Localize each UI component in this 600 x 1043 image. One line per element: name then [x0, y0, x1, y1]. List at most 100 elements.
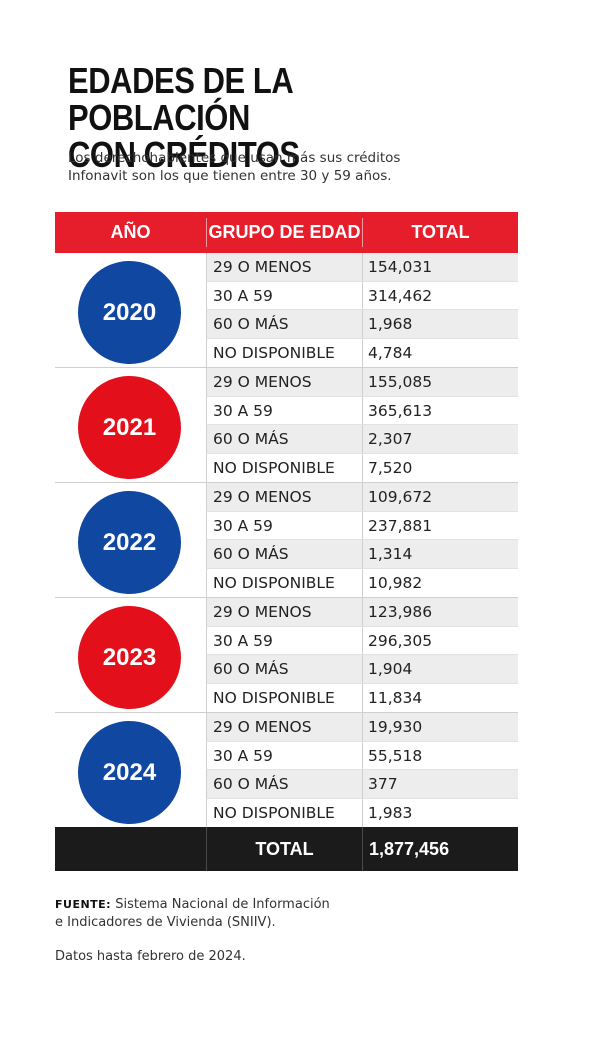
- age-group-value: 1,983: [368, 803, 413, 822]
- table-row: 30 A 59 237,881: [206, 511, 518, 540]
- column-divider: [362, 798, 363, 827]
- age-group-label: 29 O MENOS: [213, 718, 312, 736]
- table-total-row: TOTAL 1,877,456: [55, 827, 518, 871]
- age-group-value: 377: [368, 775, 398, 793]
- age-group-value: 237,881: [368, 516, 433, 535]
- table-row: 29 O MENOS 19,930: [206, 713, 518, 742]
- age-group-label: 30 A 59: [213, 631, 273, 650]
- age-group-label: 30 A 59: [213, 401, 273, 420]
- total-divider: [362, 827, 363, 871]
- age-group-label: 60 O MÁS: [213, 315, 289, 333]
- source-note: FUENTE: Sistema Nacional de Información …: [55, 896, 355, 932]
- title-line-2: CON CRÉDITOS: [68, 134, 300, 175]
- table-row: NO DISPONIBLE 7,520: [206, 453, 518, 482]
- year-group-2024: 2024 29 O MENOS 19,930 30 A 59 55,518 60 O MÁ…: [55, 712, 518, 827]
- age-group-value: 11,834: [368, 688, 423, 707]
- column-header-age-group: GRUPO DE EDAD: [208, 222, 361, 242]
- column-divider: [362, 568, 363, 597]
- age-group-value: 365,613: [368, 401, 433, 420]
- total-divider: [206, 827, 207, 871]
- age-group-value: 109,672: [368, 488, 433, 506]
- age-group-label: NO DISPONIBLE: [213, 688, 335, 707]
- year-group-2021: 2021 29 O MENOS 155,085 30 A 59 365,613 60 O …: [55, 367, 518, 482]
- title-line-1: EDADES DE LA POBLACIÓN: [68, 60, 293, 138]
- subtitle-line-1: Los derechohabientes que usan más sus cr…: [68, 150, 401, 166]
- column-divider: [362, 770, 363, 798]
- table-row: 29 O MENOS 154,031: [206, 253, 518, 282]
- table-row: NO DISPONIBLE 10,982: [206, 568, 518, 597]
- age-group-value: 296,305: [368, 631, 433, 650]
- age-group-value: 19,930: [368, 718, 423, 736]
- column-divider: [362, 310, 363, 338]
- table-row: 60 O MÁS 377: [206, 770, 518, 799]
- column-divider: [362, 683, 363, 712]
- age-group-label: 29 O MENOS: [213, 258, 312, 276]
- column-divider: [362, 741, 363, 769]
- column-divider: [362, 368, 363, 396]
- year-badge: 2023: [78, 606, 181, 709]
- age-group-label: 60 O MÁS: [213, 430, 289, 448]
- column-divider: [362, 425, 363, 453]
- table-row: NO DISPONIBLE 1,983: [206, 798, 518, 827]
- age-group-rows: 29 O MENOS 155,085 30 A 59 365,613 60 O MÁS 2…: [206, 368, 518, 482]
- chart-subtitle: Los derechohabientes que usan más sus cr…: [68, 149, 448, 185]
- age-group-label: NO DISPONIBLE: [213, 343, 335, 362]
- age-group-label: 60 O MÁS: [213, 660, 289, 678]
- column-divider: [362, 483, 363, 511]
- column-divider: [362, 540, 363, 568]
- source-label: FUENTE:: [55, 898, 112, 911]
- column-header-total: TOTAL: [411, 222, 470, 242]
- table-row: 29 O MENOS 155,085: [206, 368, 518, 397]
- age-group-value: 314,462: [368, 286, 433, 305]
- table-header: AÑO GRUPO DE EDAD TOTAL: [55, 212, 518, 253]
- year-group-2022: 2022 29 O MENOS 109,672 30 A 59 237,881 60 O …: [55, 482, 518, 597]
- age-group-value: 7,520: [368, 458, 413, 477]
- source-text-line-2: e Indicadores de Vivienda (SNIIV).: [55, 915, 276, 930]
- year-group-2020: 2020 29 O MENOS 154,031 30 A 59 314,462 60 O …: [55, 253, 518, 367]
- year-badge: 2020: [78, 261, 181, 364]
- column-divider: [362, 253, 363, 281]
- age-group-value: 2,307: [368, 430, 413, 448]
- total-value: 1,877,456: [369, 839, 450, 859]
- header-divider: [206, 218, 207, 247]
- data-table: AÑO GRUPO DE EDAD TOTAL 2020 29 O MENOS 15…: [55, 212, 518, 871]
- year-badge: 2022: [78, 491, 181, 594]
- age-group-value: 123,986: [368, 603, 433, 621]
- column-divider: [362, 626, 363, 654]
- table-row: 29 O MENOS 123,986: [206, 598, 518, 627]
- age-group-value: 154,031: [368, 258, 433, 276]
- age-group-rows: 29 O MENOS 19,930 30 A 59 55,518 60 O MÁS 377…: [206, 713, 518, 827]
- total-label: TOTAL: [255, 839, 314, 859]
- age-group-value: 1,904: [368, 660, 413, 678]
- table-row: NO DISPONIBLE 11,834: [206, 683, 518, 712]
- table-body: 2020 29 O MENOS 154,031 30 A 59 314,462 60 O …: [55, 253, 518, 827]
- age-group-value: 155,085: [368, 373, 433, 391]
- table-row: 29 O MENOS 109,672: [206, 483, 518, 512]
- header-divider: [362, 218, 363, 247]
- age-group-label: NO DISPONIBLE: [213, 803, 335, 822]
- age-group-label: 29 O MENOS: [213, 603, 312, 621]
- column-divider: [362, 511, 363, 539]
- year-badge: 2024: [78, 721, 181, 824]
- column-divider: [362, 655, 363, 683]
- column-divider: [362, 338, 363, 367]
- column-divider: [362, 598, 363, 626]
- age-group-label: NO DISPONIBLE: [213, 573, 335, 592]
- age-group-value: 55,518: [368, 746, 423, 765]
- column-divider: [362, 281, 363, 309]
- chart-title: EDADES DE LA POBLACIÓN CON CRÉDITOS: [68, 62, 481, 173]
- age-group-label: 60 O MÁS: [213, 775, 289, 793]
- column-divider: [362, 713, 363, 741]
- age-group-label: NO DISPONIBLE: [213, 458, 335, 477]
- age-group-label: 60 O MÁS: [213, 545, 289, 563]
- age-group-label: 30 A 59: [213, 516, 273, 535]
- column-divider: [362, 453, 363, 482]
- table-row: 30 A 59 55,518: [206, 741, 518, 770]
- age-group-rows: 29 O MENOS 154,031 30 A 59 314,462 60 O MÁS 1…: [206, 253, 518, 367]
- table-row: 60 O MÁS 1,904: [206, 655, 518, 684]
- table-row: 60 O MÁS 1,968: [206, 310, 518, 339]
- year-group-2023: 2023 29 O MENOS 123,986 30 A 59 296,305 60 O …: [55, 597, 518, 712]
- table-row: 30 A 59 314,462: [206, 281, 518, 310]
- year-badge: 2021: [78, 376, 181, 479]
- data-date-note: Datos hasta febrero de 2024.: [55, 949, 246, 964]
